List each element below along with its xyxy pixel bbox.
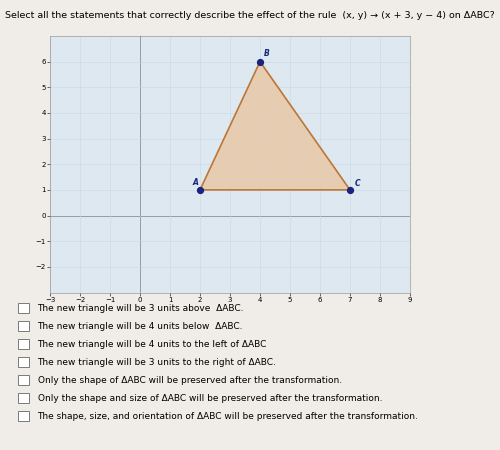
- Text: The new triangle will be 4 units to the left of ΔABC: The new triangle will be 4 units to the …: [38, 340, 267, 349]
- Point: [196, 186, 204, 194]
- Polygon shape: [200, 62, 350, 190]
- Text: Only the shape and size of ΔABC will be preserved after the transformation.: Only the shape and size of ΔABC will be …: [38, 394, 382, 403]
- Text: B: B: [264, 49, 270, 58]
- Text: The shape, size, and orientation of ΔABC will be preserved after the transformat: The shape, size, and orientation of ΔABC…: [38, 412, 418, 421]
- Text: The new triangle will be 3 units above  ΔABC.: The new triangle will be 3 units above Δ…: [38, 304, 244, 313]
- Point: [346, 186, 354, 194]
- Text: Only the shape of ΔABC will be preserved after the transformation.: Only the shape of ΔABC will be preserved…: [38, 376, 342, 385]
- Text: The new triangle will be 3 units to the right of ΔABC.: The new triangle will be 3 units to the …: [38, 358, 276, 367]
- Point: [256, 58, 264, 65]
- Text: C: C: [354, 179, 360, 188]
- Text: A: A: [192, 178, 198, 187]
- Text: The new triangle will be 4 units below  ΔABC.: The new triangle will be 4 units below Δ…: [38, 322, 243, 331]
- Text: Select all the statements that correctly describe the effect of the rule  (x, y): Select all the statements that correctly…: [5, 11, 495, 20]
